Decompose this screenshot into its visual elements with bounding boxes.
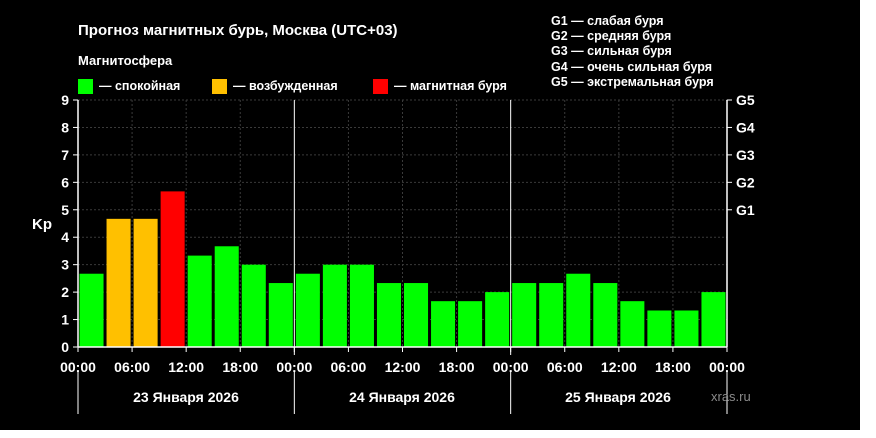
- x-tick-label: 00:00: [276, 359, 312, 375]
- kp-bar: [187, 255, 212, 347]
- legend-item-calm: — спокойная: [78, 78, 180, 94]
- x-tick-label: 18:00: [439, 359, 475, 375]
- kp-bar: [214, 246, 239, 347]
- g-scale-item-g3: G3 — сильная буря: [551, 44, 672, 59]
- g-scale-item-g5: G5 — экстремальная буря: [551, 74, 714, 89]
- kp-bar: [160, 191, 185, 347]
- g-tick-label: G2: [736, 174, 755, 190]
- kp-bar: [593, 283, 618, 347]
- source-watermark: xras.ru: [711, 389, 751, 404]
- kp-bar: [431, 301, 456, 347]
- kp-bar: [133, 218, 158, 347]
- kp-bar: [485, 292, 510, 347]
- legend-label-excited: — возбужденная: [233, 79, 338, 93]
- kp-bar: [566, 273, 591, 347]
- date-label-day3: 25 Января 2026: [565, 389, 671, 405]
- legend-swatch-storm: [373, 78, 388, 94]
- kp-bar: [674, 310, 699, 347]
- y-tick-label: 0: [61, 339, 69, 355]
- y-tick-label: 2: [61, 284, 69, 300]
- x-tick-label: 12:00: [385, 359, 421, 375]
- x-tick-label: 00:00: [709, 359, 745, 375]
- kp-bar: [539, 283, 564, 347]
- kp-bar: [349, 264, 374, 347]
- x-tick-label: 18:00: [655, 359, 691, 375]
- x-tick-label: 06:00: [114, 359, 150, 375]
- legend-item-storm: — магнитная буря: [373, 78, 507, 94]
- g-scale-item-g2: G2 — средняя буря: [551, 29, 672, 44]
- y-tick-label: 1: [61, 312, 69, 328]
- y-tick-label: 8: [61, 119, 69, 135]
- g-tick-label: G4: [736, 119, 755, 135]
- kp-bar: [701, 292, 726, 347]
- kp-bar: [322, 264, 347, 347]
- kp-bar: [295, 273, 320, 347]
- chart-panel: [0, 0, 860, 430]
- date-label-day1: 23 Января 2026: [133, 389, 239, 405]
- x-tick-label: 00:00: [493, 359, 529, 375]
- legend-label-storm: — магнитная буря: [394, 79, 507, 93]
- legend-swatch-excited: [212, 78, 227, 94]
- chart-title: Прогноз магнитных бурь, Москва (UTC+03): [78, 22, 398, 39]
- g-tick-label: G1: [736, 202, 755, 218]
- g-scale-legend: G1 — слабая буря G2 — средняя буря G3 — …: [551, 14, 714, 90]
- kp-bar: [512, 283, 537, 347]
- kp-bar: [376, 283, 401, 347]
- x-tick-label: 06:00: [331, 359, 367, 375]
- y-tick-label: 9: [61, 92, 69, 108]
- legend-label-calm: — спокойная: [99, 79, 181, 93]
- g-tick-label: G3: [736, 147, 755, 163]
- y-tick-label: 6: [61, 174, 69, 190]
- g-scale-item-g4: G4 — очень сильная буря: [551, 59, 712, 74]
- date-label-day2: 24 Января 2026: [349, 389, 455, 405]
- y-tick-label: 7: [61, 147, 69, 163]
- x-tick-label: 18:00: [222, 359, 258, 375]
- x-tick-label: 06:00: [547, 359, 583, 375]
- kp-bar: [404, 283, 429, 347]
- page-edge: [860, 0, 876, 438]
- kp-bar: [106, 218, 131, 347]
- g-tick-label: G5: [736, 92, 755, 108]
- kp-bar: [458, 301, 483, 347]
- kp-bar: [241, 264, 266, 347]
- magnetosphere-subtitle: Магнитосфера: [78, 53, 173, 68]
- kp-bar: [647, 310, 672, 347]
- y-tick-label: 5: [61, 202, 69, 218]
- x-tick-label: 12:00: [168, 359, 204, 375]
- y-axis-label: Kp: [32, 216, 52, 233]
- legend-swatch-calm: [78, 78, 93, 94]
- g-scale-item-g1: G1 — слабая буря: [551, 14, 664, 28]
- kp-bar: [268, 283, 293, 347]
- x-tick-label: 00:00: [60, 359, 96, 375]
- kp-bar: [79, 273, 104, 347]
- y-tick-label: 3: [61, 257, 69, 273]
- legend-item-excited: — возбужденная: [212, 78, 338, 94]
- y-tick-label: 4: [61, 229, 69, 245]
- kp-bar: [620, 301, 645, 347]
- x-tick-label: 12:00: [601, 359, 637, 375]
